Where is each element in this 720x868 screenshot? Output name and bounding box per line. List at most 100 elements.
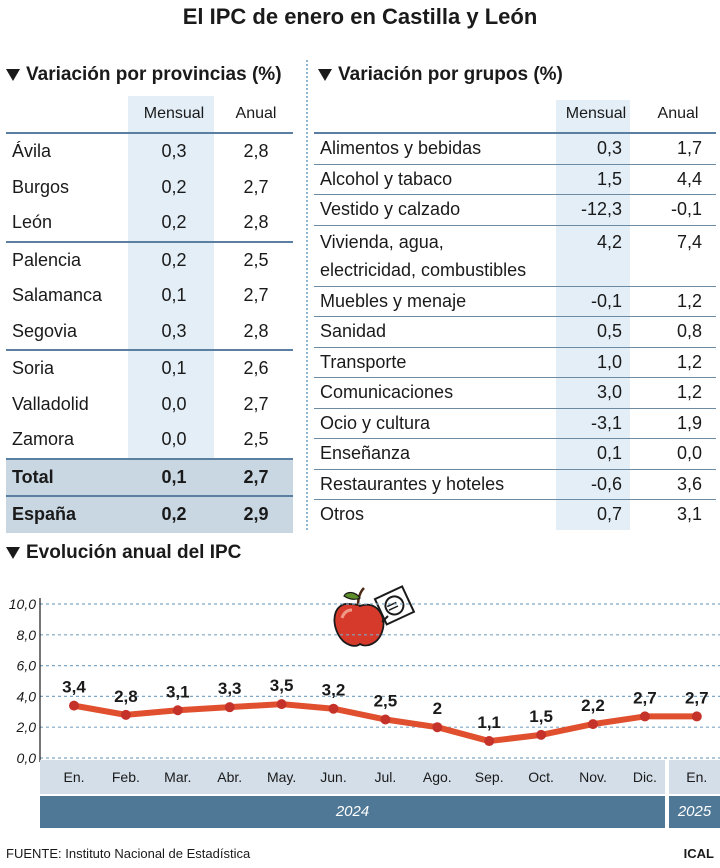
data-label: 3,2 — [322, 681, 346, 700]
grupo-name-line: Sanidad — [320, 321, 387, 342]
grupo-name: Vivienda, agua, electricidad, combustible… — [314, 228, 552, 284]
year-separator — [665, 760, 669, 828]
provincia-mensual: 0,3 — [161, 141, 187, 162]
grupo-name: Muebles y menaje — [314, 291, 552, 312]
grupo-name: Comunicaciones — [314, 382, 552, 403]
provincias-header-row: Mensual Anual — [6, 96, 293, 132]
provincia-anual: 2,5 — [243, 249, 269, 270]
provincia-anual: 2,7 — [243, 393, 269, 414]
provincia-mensual: 0,1 — [161, 358, 187, 379]
provincia-row: Burgos 0,2 2,7 — [6, 170, 293, 206]
y-tick-label: 2,0 — [16, 719, 37, 735]
evolucion-heading: Evolución anual del IPC — [6, 542, 241, 564]
grupo-name-line: Vivienda, agua, — [320, 231, 444, 252]
provincia-anual: 2,8 — [243, 141, 269, 162]
grupo-row: Otros 0,7 3,1 — [314, 499, 716, 530]
provincia-name: Burgos — [12, 176, 70, 197]
grupo-row: Muebles y menaje -0,1 1,2 — [314, 285, 716, 317]
provincia-name: Palencia — [12, 249, 82, 270]
grupo-row: Restaurantes y hoteles -0,6 3,6 — [314, 468, 716, 500]
grupo-anual: 1,2 — [676, 290, 702, 311]
grupo-mensual: -3,1 — [590, 412, 622, 433]
data-point — [691, 711, 702, 722]
provincia-mensual: 0,2 — [161, 176, 187, 197]
grupo-name-line: Otros — [320, 504, 365, 525]
data-label: 2,5 — [374, 692, 398, 711]
grupo-row: Alimentos y bebidas 0,3 1,7 — [314, 134, 716, 164]
data-point — [69, 700, 79, 711]
data-label: 3,3 — [218, 679, 242, 698]
evolucion-heading-text: Evolución anual del IPC — [26, 542, 242, 563]
x-tick-label: Dic. — [632, 769, 657, 785]
triangle-down-icon — [6, 547, 20, 559]
data-point — [172, 705, 183, 716]
provincia-anual: 2,8 — [243, 212, 269, 233]
grupo-anual: 1,9 — [676, 412, 702, 433]
grupo-anual: 3,6 — [676, 473, 702, 494]
provincia-row: Salamanca 0,1 2,7 — [6, 278, 293, 314]
ipc-line-chart: 10,0 8,0 6,0 4,0 2,0 0,0 3,4 2,8 3,1 3,3 3,5 3,2 2,5… — [9, 596, 720, 766]
data-point — [328, 703, 339, 714]
grupo-name-line: Ocio y cultura — [320, 412, 431, 433]
grupo-mensual: -0,6 — [590, 473, 622, 494]
triangle-down-icon — [6, 69, 20, 81]
grupo-anual: -0,1 — [670, 199, 702, 220]
data-label: 2,2 — [581, 696, 605, 715]
col-anual: Anual — [235, 105, 277, 122]
section-divider — [306, 60, 308, 530]
provincia-name: Ávila — [12, 141, 52, 162]
grupo-anual: 7,4 — [676, 231, 702, 252]
grupo-mensual: 0,5 — [596, 321, 622, 342]
y-tick-label: 8,0 — [17, 627, 37, 643]
total-row: Total 0,1 2,7 — [6, 457, 293, 495]
data-label: 2 — [433, 699, 442, 718]
grupo-mensual: 1,0 — [596, 351, 622, 372]
grupo-mensual: -0,1 — [590, 290, 622, 311]
grupo-mensual: -12,3 — [580, 199, 622, 220]
x-tick-label: Jul. — [374, 769, 397, 785]
provincia-anual: 2,8 — [243, 320, 269, 341]
grupo-row: Vestido y calzado -12,3 -0,1 — [314, 194, 716, 225]
grupo-name: Alcohol y tabaco — [314, 169, 552, 190]
grupo-row: Sanidad 0,5 0,8 — [314, 316, 716, 347]
provincia-name: Zamora — [12, 429, 75, 450]
grupo-name: Transporte — [314, 352, 552, 373]
data-label: 2,7 — [685, 688, 709, 707]
grupo-row: Vivienda, agua, electricidad, combustible… — [314, 224, 716, 286]
provincia-anual: 2,6 — [243, 358, 269, 379]
grupos-mensual-column-bg — [556, 100, 630, 530]
grupo-mensual: 4,2 — [596, 231, 622, 252]
grupo-name: Vestido y calzado — [314, 199, 552, 220]
grupos-table: Mensual Anual Alimentos y bebidas 0,3 1,7 A… — [314, 96, 716, 530]
provincia-row: Segovia 0,3 2,8 — [6, 314, 293, 350]
data-label: 2,7 — [633, 688, 657, 707]
grupo-row: Comunicaciones 3,0 1,2 — [314, 377, 716, 408]
grupos-heading: Variación por grupos (%) — [318, 64, 563, 86]
x-tick-label: Feb. — [111, 769, 140, 785]
grupo-mensual: 0,3 — [596, 138, 622, 159]
grupo-name: Alimentos y bebidas — [314, 138, 552, 159]
grupo-name-line: Restaurantes y hoteles — [320, 473, 505, 494]
grupo-mensual: 0,1 — [596, 443, 622, 464]
source-note: FUENTE: Instituto Nacional de Estadístic… — [6, 846, 251, 861]
divider — [6, 132, 293, 134]
page-title: El IPC de enero en Castilla y León — [182, 4, 538, 29]
grupo-anual: 1,2 — [676, 351, 702, 372]
triangle-down-icon — [318, 69, 332, 81]
provincia-mensual: 0,2 — [161, 212, 187, 233]
provincias-heading-text: Variación por provincias (%) — [26, 64, 282, 85]
grupo-mensual: 0,7 — [596, 504, 622, 525]
provincia-mensual: 0,1 — [161, 285, 187, 306]
grupo-anual: 4,4 — [676, 168, 702, 189]
grupo-name-line: Muebles y menaje — [320, 290, 467, 311]
x-tick-label: Abr. — [217, 769, 243, 785]
data-point — [432, 722, 443, 733]
y-tick-label: 10,0 — [9, 596, 36, 612]
provincia-row: Valladolid 0,0 2,7 — [6, 387, 293, 423]
y-tick-label: 6,0 — [17, 658, 37, 674]
grupo-row: Alcohol y tabaco 1,5 4,4 — [314, 163, 716, 195]
provincias-heading: Variación por provincias (%) — [6, 64, 282, 86]
grupo-name-line: Transporte — [320, 351, 407, 372]
provincia-anual: 2,5 — [243, 429, 269, 450]
grupo-name: Sanidad — [314, 321, 552, 342]
